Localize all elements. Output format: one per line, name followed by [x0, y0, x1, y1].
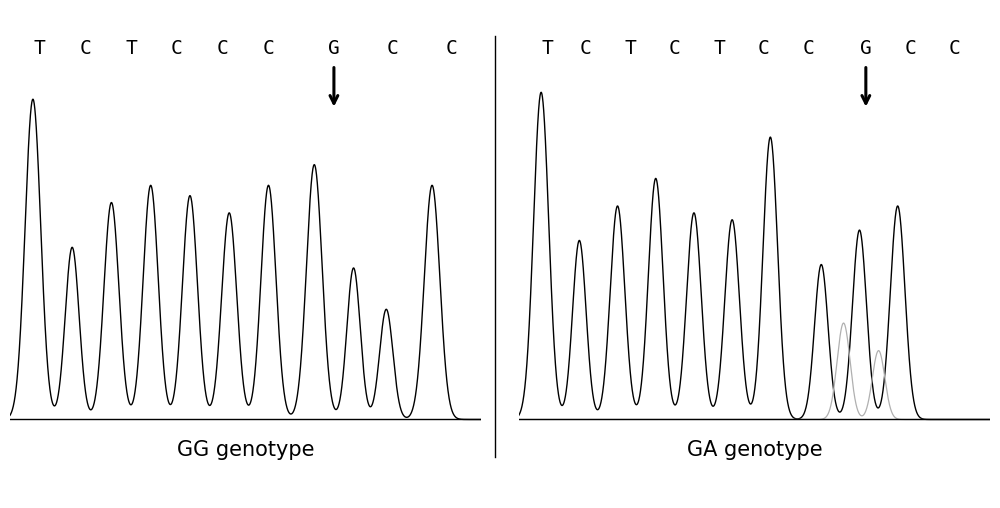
- Text: C: C: [669, 39, 681, 58]
- Text: T: T: [714, 39, 725, 58]
- Text: C: C: [803, 39, 814, 58]
- Text: T: T: [624, 39, 636, 58]
- Text: C: C: [387, 39, 399, 58]
- Text: T: T: [34, 39, 45, 58]
- Text: T: T: [125, 39, 137, 58]
- Text: C: C: [949, 39, 961, 58]
- Text: C: C: [217, 39, 229, 58]
- Text: C: C: [580, 39, 592, 58]
- Text: C: C: [171, 39, 183, 58]
- Text: GA genotype: GA genotype: [687, 440, 822, 460]
- Text: G: G: [860, 39, 872, 58]
- Text: C: C: [79, 39, 91, 58]
- Text: C: C: [263, 39, 274, 58]
- Text: C: C: [446, 39, 458, 58]
- Text: G: G: [328, 39, 340, 58]
- Text: GG genotype: GG genotype: [177, 440, 314, 460]
- Text: C: C: [905, 39, 916, 58]
- Text: C: C: [758, 39, 770, 58]
- Text: T: T: [542, 39, 553, 58]
